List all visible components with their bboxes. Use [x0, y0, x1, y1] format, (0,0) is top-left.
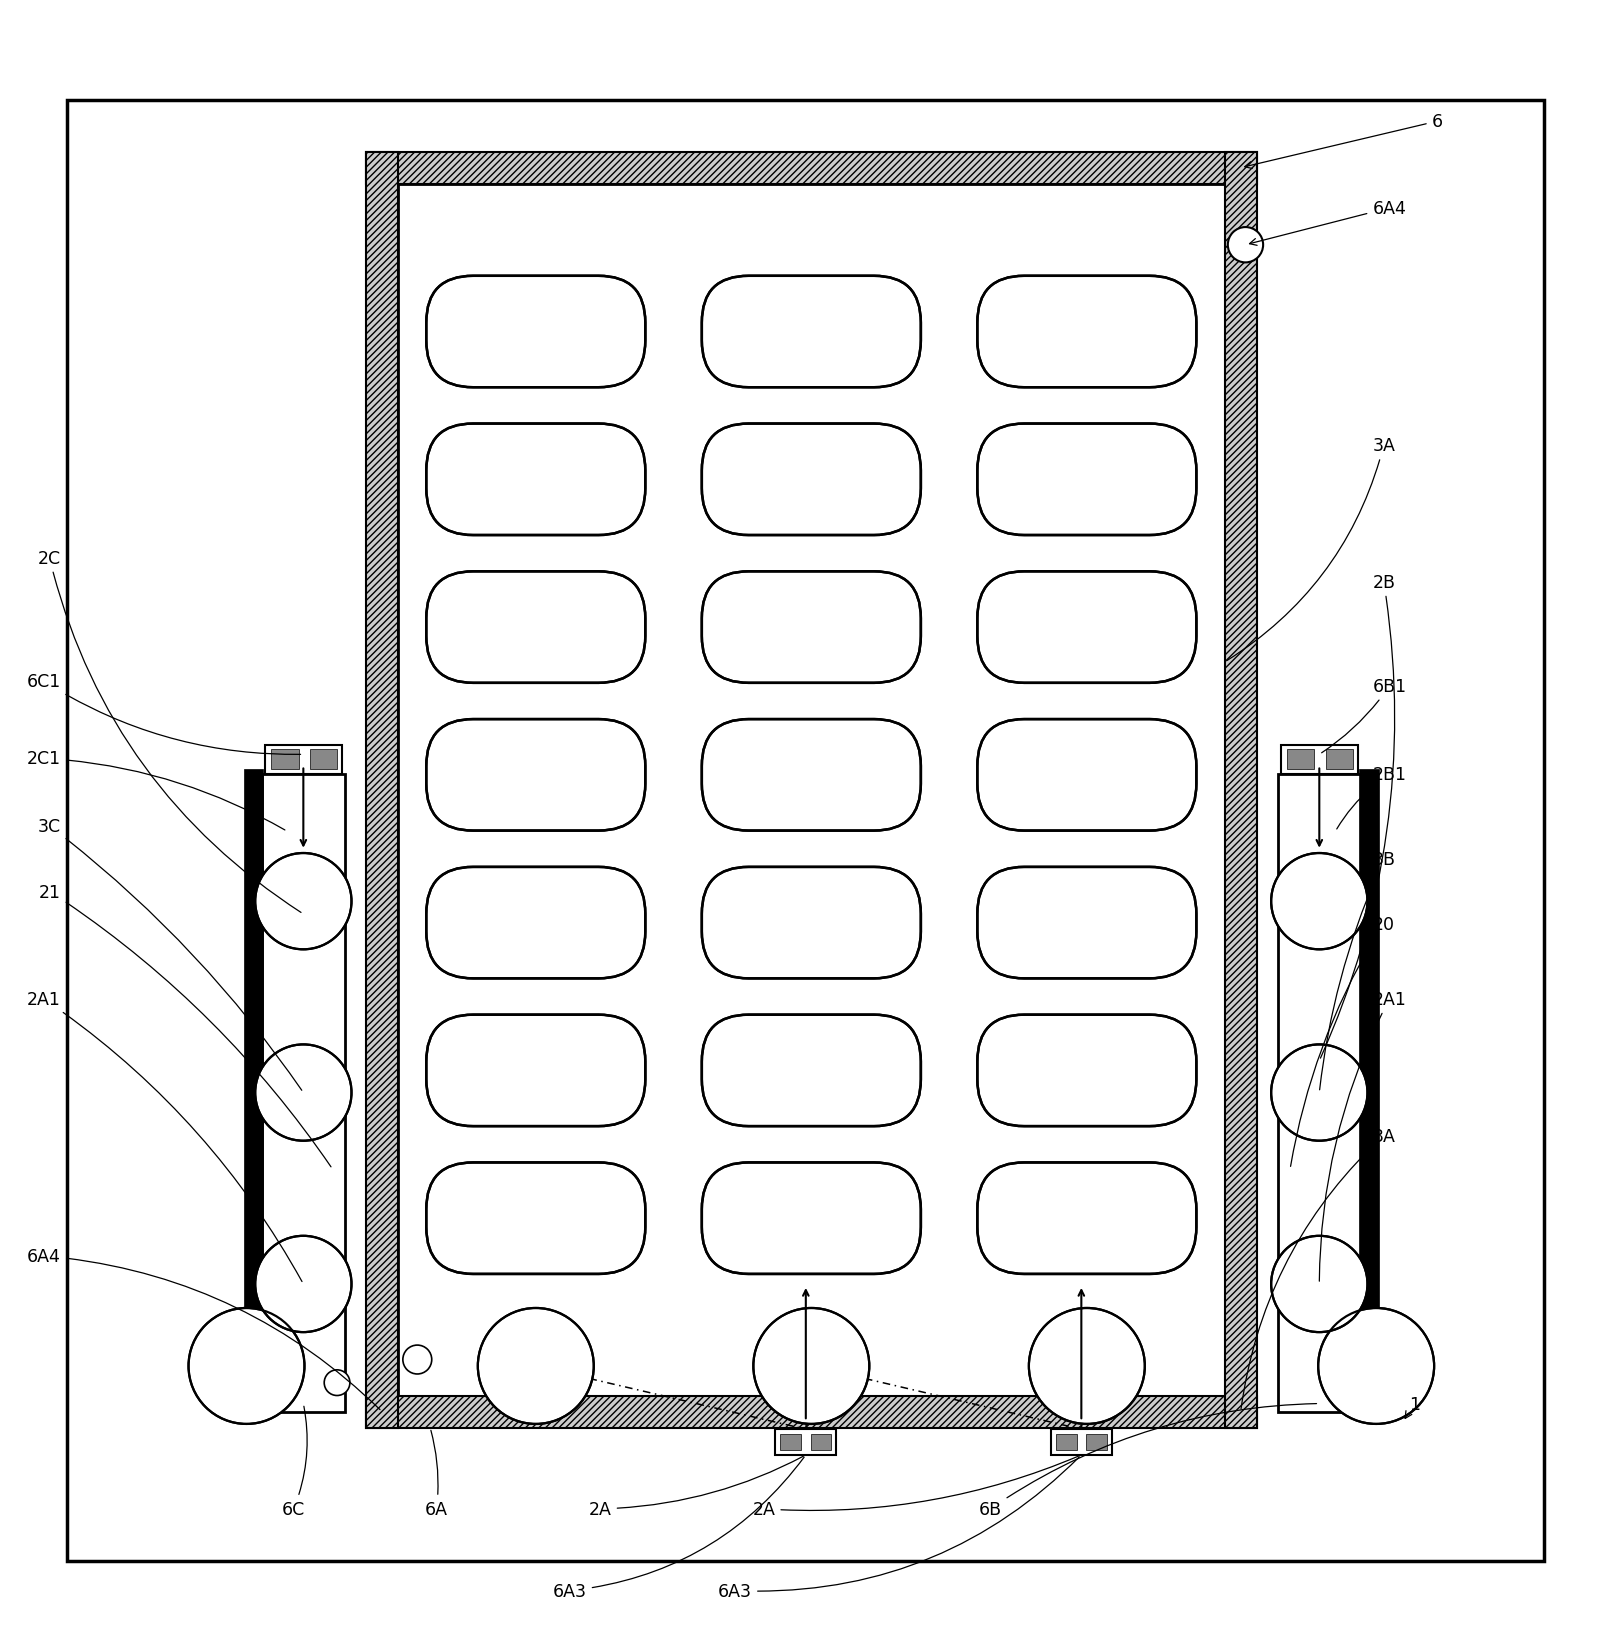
Text: 6C: 6C [282, 1407, 307, 1518]
FancyBboxPatch shape [701, 277, 921, 388]
Text: 6C1: 6C1 [27, 673, 300, 755]
Text: 6B1: 6B1 [1321, 678, 1406, 753]
Text: 3A: 3A [1241, 1126, 1395, 1408]
Text: 2A1: 2A1 [27, 991, 302, 1281]
Text: 6A3: 6A3 [717, 1457, 1080, 1599]
Text: 20: 20 [1290, 914, 1395, 1167]
Bar [1051, 1430, 1112, 1456]
Text: 2A: 2A [589, 1456, 804, 1518]
Text: 6: 6 [1245, 112, 1443, 170]
Text: 3C: 3C [39, 817, 302, 1090]
Text: 6A: 6A [425, 1431, 448, 1518]
Circle shape [478, 1309, 594, 1425]
Text: 1: 1 [1404, 1395, 1420, 1418]
Circle shape [1318, 1309, 1435, 1425]
FancyBboxPatch shape [427, 867, 645, 978]
Circle shape [1029, 1309, 1144, 1425]
Bar [1056, 1434, 1077, 1451]
FancyBboxPatch shape [701, 572, 921, 683]
Circle shape [255, 1236, 351, 1332]
FancyBboxPatch shape [701, 1162, 921, 1275]
FancyBboxPatch shape [427, 277, 645, 388]
FancyBboxPatch shape [701, 867, 921, 978]
FancyBboxPatch shape [427, 1162, 645, 1275]
FancyBboxPatch shape [701, 720, 921, 831]
Bar [366, 1395, 1257, 1428]
FancyBboxPatch shape [977, 1015, 1196, 1126]
Circle shape [753, 1309, 870, 1425]
Text: 2B1: 2B1 [1337, 766, 1406, 830]
Circle shape [1271, 1045, 1367, 1141]
FancyBboxPatch shape [427, 1015, 645, 1126]
Bar [1278, 774, 1361, 1412]
Text: 2B: 2B [1321, 574, 1395, 1058]
Circle shape [403, 1345, 432, 1374]
Bar [262, 774, 345, 1412]
Circle shape [1271, 854, 1367, 950]
FancyBboxPatch shape [977, 424, 1196, 536]
Text: 2A1: 2A1 [1319, 991, 1406, 1281]
Bar [1326, 750, 1353, 769]
Circle shape [1271, 1236, 1367, 1332]
FancyBboxPatch shape [977, 1162, 1196, 1275]
Circle shape [1228, 228, 1263, 262]
Bar [271, 750, 299, 769]
Bar [1359, 769, 1379, 1416]
Bar [780, 1434, 801, 1451]
Text: 6B: 6B [979, 1403, 1316, 1518]
FancyBboxPatch shape [427, 572, 645, 683]
Text: 21: 21 [39, 883, 331, 1167]
Bar [811, 1434, 831, 1451]
FancyBboxPatch shape [427, 720, 645, 831]
Text: 2C1: 2C1 [27, 750, 286, 830]
Text: 6A3: 6A3 [552, 1457, 804, 1599]
Bar [310, 750, 337, 769]
Bar [1087, 1434, 1107, 1451]
Text: 3A: 3A [1226, 437, 1395, 662]
Bar [1225, 153, 1257, 1428]
Bar [366, 153, 398, 1428]
Bar [398, 184, 1225, 1395]
FancyBboxPatch shape [977, 720, 1196, 831]
Text: 6A4: 6A4 [1250, 200, 1406, 246]
FancyBboxPatch shape [701, 424, 921, 536]
FancyBboxPatch shape [977, 277, 1196, 388]
FancyBboxPatch shape [701, 1015, 921, 1126]
Circle shape [255, 854, 351, 950]
Circle shape [255, 1045, 351, 1141]
FancyBboxPatch shape [427, 424, 645, 536]
Bar [265, 745, 342, 774]
Bar [1281, 745, 1358, 774]
Bar [244, 769, 263, 1416]
Text: 6A4: 6A4 [27, 1247, 380, 1410]
Text: 3B: 3B [1319, 851, 1395, 1090]
Bar [775, 1430, 836, 1456]
FancyBboxPatch shape [977, 867, 1196, 978]
Bar [1287, 750, 1314, 769]
Text: 2A: 2A [753, 1456, 1079, 1518]
Text: 2C: 2C [39, 549, 302, 913]
Bar [366, 153, 1257, 184]
Circle shape [188, 1309, 305, 1425]
Circle shape [324, 1369, 350, 1395]
FancyBboxPatch shape [977, 572, 1196, 683]
